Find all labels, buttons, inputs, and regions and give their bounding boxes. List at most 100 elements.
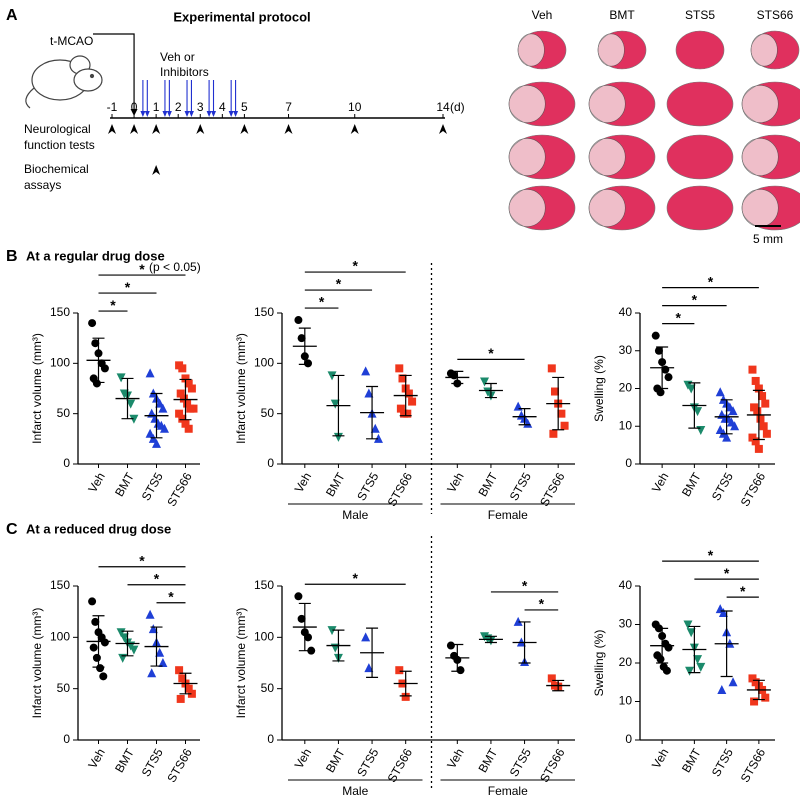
- injection-arrowhead: [166, 111, 172, 117]
- y-tick-label: 100: [50, 630, 70, 644]
- significance-label: *: [740, 583, 746, 599]
- x-tick-label: STS66: [385, 470, 416, 509]
- significance-label: *: [708, 273, 714, 289]
- data-point: [664, 643, 673, 652]
- timeline-tick-label: 10: [348, 100, 362, 114]
- y-tick-label: 10: [619, 418, 633, 432]
- data-point: [456, 666, 465, 675]
- x-tick-label: Veh: [292, 470, 314, 495]
- y-tick-label: 40: [619, 578, 633, 592]
- data-point: [307, 646, 316, 655]
- timeline-tick-label: 1: [153, 100, 160, 114]
- y-axis-label: Infarct volume (mm³): [30, 333, 44, 444]
- data-point: [158, 658, 168, 667]
- scale-bar-label: 5 mm: [753, 232, 783, 246]
- data-point: [100, 364, 109, 373]
- neuro-marker: [108, 124, 116, 134]
- data-point: [664, 373, 673, 382]
- data-point: [718, 607, 728, 617]
- data-point: [91, 617, 100, 626]
- x-tick-label: STS5: [507, 470, 534, 503]
- data-point: [145, 428, 155, 438]
- data-point: [364, 388, 374, 398]
- y-tick-label: 0: [267, 456, 274, 470]
- brain-slice: [667, 186, 733, 230]
- significance-label: *: [110, 297, 116, 313]
- data-point: [685, 666, 695, 676]
- y-tick-label: 50: [261, 681, 275, 695]
- data-point: [756, 414, 765, 423]
- significance-label: *: [319, 294, 325, 310]
- infarct-area: [508, 138, 546, 177]
- slice-outline: [741, 81, 800, 127]
- slice-outline: [741, 134, 800, 180]
- y-axis-label: Infarct volume (mm³): [30, 608, 44, 719]
- slice-outline: [508, 134, 576, 180]
- data-point: [294, 592, 303, 601]
- y-tick-label: 100: [254, 630, 274, 644]
- x-tick-label: STS5: [709, 470, 736, 503]
- x-tick-label: Veh: [444, 470, 466, 495]
- x-tick-label: Veh: [649, 470, 671, 495]
- infarct-area: [508, 189, 546, 228]
- data-point: [754, 384, 763, 393]
- data-point: [89, 643, 98, 652]
- image-column-label: STS66: [757, 8, 794, 22]
- error-bar: [399, 670, 412, 697]
- data-point: [304, 359, 313, 368]
- data-point: [96, 664, 105, 673]
- image-column-label: Veh: [532, 8, 553, 22]
- data-point: [92, 653, 101, 662]
- data-point: [523, 418, 533, 428]
- data-point: [750, 697, 759, 706]
- injection-arrowhead: [228, 111, 234, 117]
- surgery-arrow: [93, 33, 135, 112]
- image-column-label: STS5: [685, 8, 715, 22]
- data-point: [557, 409, 566, 418]
- x-tick-label: STS66: [537, 746, 568, 785]
- slice-outline: [666, 81, 734, 127]
- timeline-tick-label: 5: [241, 100, 248, 114]
- significance-label: *: [522, 578, 528, 594]
- significance-label: *: [724, 565, 730, 581]
- slice-outline: [675, 30, 725, 70]
- data-point: [145, 368, 155, 378]
- slice-outline: [597, 30, 647, 70]
- timeline-tick-label: 2: [175, 100, 182, 114]
- biochem-label: Biochemical: [24, 162, 89, 176]
- slice-outline: [588, 185, 656, 231]
- infarct-area: [741, 85, 779, 124]
- error-bar: [552, 376, 565, 431]
- significance-label: *: [353, 570, 359, 586]
- data-point: [513, 616, 523, 626]
- data-point: [717, 684, 727, 694]
- mouse-icon: [25, 55, 103, 109]
- surgery-arrowhead: [130, 109, 138, 116]
- infarct-area: [588, 85, 626, 124]
- x-tick-label: Veh: [649, 746, 671, 771]
- data-point: [715, 387, 725, 397]
- error-bar: [688, 382, 701, 429]
- data-point: [179, 394, 188, 403]
- error-bar: [366, 385, 379, 440]
- data-point: [398, 374, 407, 383]
- panel-heading: At a regular drug dose: [26, 248, 165, 263]
- y-tick-label: 150: [254, 578, 274, 592]
- data-point: [99, 672, 108, 681]
- data-point: [91, 339, 100, 348]
- y-tick-label: 0: [267, 732, 274, 746]
- data-point: [92, 379, 101, 388]
- x-tick-label: BMT: [323, 746, 348, 776]
- injection-arrowhead: [188, 111, 194, 117]
- data-point: [446, 641, 455, 650]
- biochem-marker: [152, 165, 161, 175]
- error-bar: [484, 382, 497, 399]
- x-tick-label: STS66: [738, 746, 769, 785]
- error-bar: [179, 378, 192, 421]
- error-bar: [451, 370, 464, 385]
- data-point: [175, 409, 184, 418]
- data-point: [119, 633, 129, 643]
- y-tick-label: 20: [619, 655, 633, 669]
- y-axis-label: Swelling (%): [592, 355, 606, 422]
